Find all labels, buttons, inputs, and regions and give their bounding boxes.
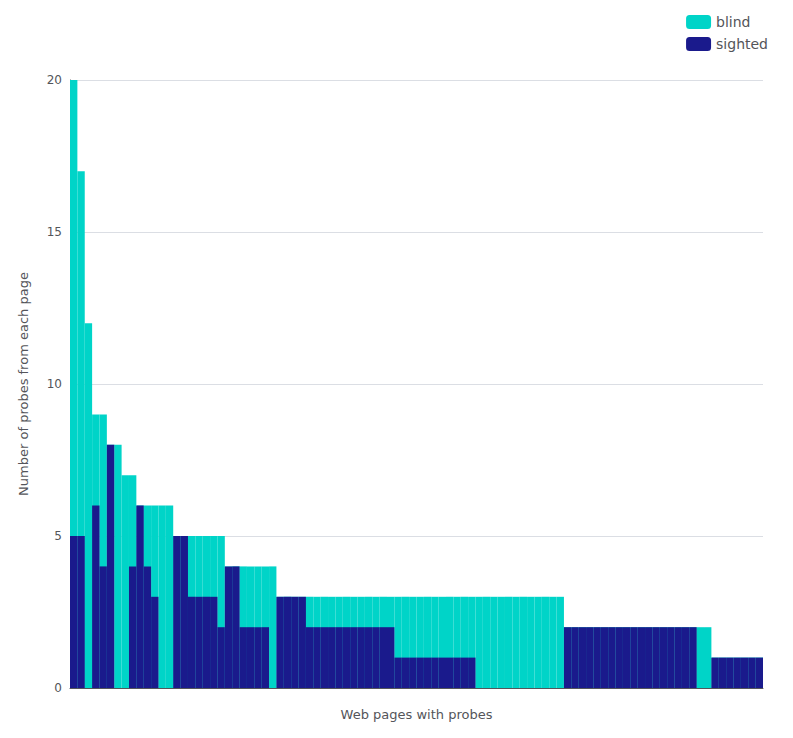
svg-text:sighted: sighted [716,36,768,52]
svg-text:15: 15 [47,225,62,239]
svg-text:20: 20 [47,73,62,87]
svg-text:blind: blind [716,14,750,30]
svg-text:0: 0 [54,681,62,695]
svg-text:Number of probes from each pag: Number of probes from each page [16,272,31,496]
svg-text:5: 5 [54,529,62,543]
svg-text:Web pages with probes: Web pages with probes [341,707,493,722]
svg-text:10: 10 [47,377,62,391]
